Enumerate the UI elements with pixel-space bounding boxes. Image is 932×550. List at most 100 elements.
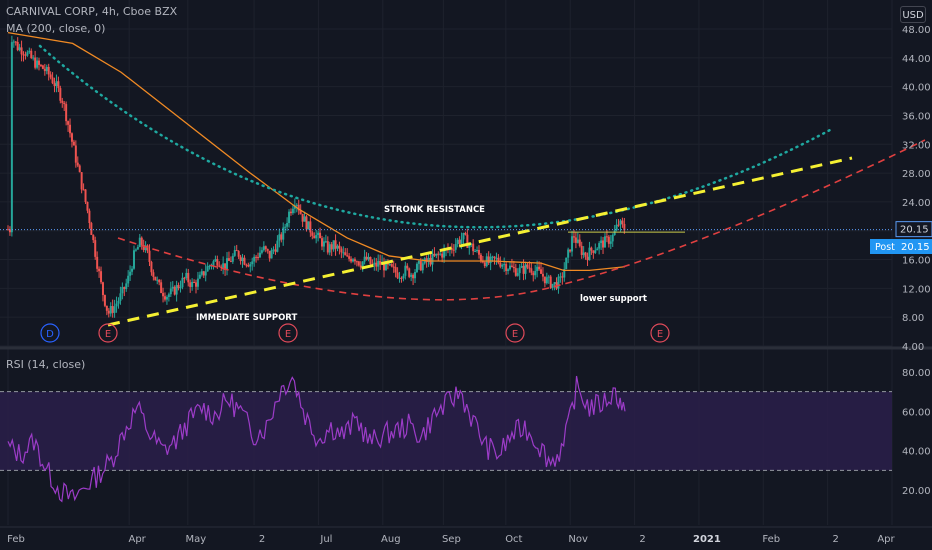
candle-body [462,232,465,240]
ma-indicator-label[interactable]: MA (200, close, 0) [6,22,106,35]
candle-body [245,264,248,266]
candle-body [334,240,337,249]
candle-body [576,239,579,243]
earnings-marker[interactable]: E [98,323,118,343]
annotation-text: IMMEDIATE SUPPORT [196,313,297,323]
candle-body [123,287,126,290]
candle-body [274,249,277,252]
candle-body [412,274,415,279]
candle-body [276,240,279,252]
annotations: STRONK RESISTANCE IMMEDIATE SUPPORT lower … [196,205,647,323]
candle-body [322,241,325,247]
candle-body [466,234,469,248]
candle-body [425,258,428,262]
resistance-curve [38,44,832,229]
candle-body [315,235,318,239]
candle-body [350,258,353,262]
candle-body [140,237,143,245]
symbol-title[interactable]: CARNIVAL CORP, 4h, Cboe BZX [6,5,178,18]
candle-body [109,306,112,314]
rsi-axis[interactable]: 80.00 60.00 40.00 20.00 [902,368,931,497]
candle-body [311,232,314,236]
candle-body [495,257,498,259]
candle-body [70,133,73,142]
candle-body [7,229,9,231]
candle-body [474,251,477,253]
support-curve [117,139,926,301]
candle-body [202,271,205,276]
candle-body [88,210,91,224]
candle-body [284,226,287,228]
candle-body [586,256,589,261]
candle-body [435,253,438,256]
candle-body [18,47,21,51]
currency-button[interactable]: USD [900,6,926,23]
candle-body [590,247,593,251]
candle-body [507,269,510,271]
rsi-indicator-label[interactable]: RSI (14, close) [6,358,86,371]
candle-body [476,249,479,252]
candle-body [268,250,271,259]
candle-body [602,240,605,248]
candle-body [146,245,149,251]
candle-body [493,256,496,259]
candle-body [415,263,418,273]
candle-body [78,165,81,173]
candle-body [319,232,322,239]
candle-body [512,266,515,269]
candle-body [441,253,444,258]
time-tick-label: Apr [877,534,895,545]
earnings-marker[interactable]: E [505,323,525,343]
candle-body [404,265,407,276]
candle-body [171,286,174,289]
candle-body [377,260,380,267]
candle-body [249,264,252,267]
candle-body [617,224,620,226]
candle-body [36,60,39,68]
rsi-tick-label: 80.00 [902,368,931,379]
candle-body [28,50,31,53]
candle-body [431,253,434,265]
candle-body [545,277,548,284]
candle-body [346,255,349,257]
earnings-marker[interactable]: E [650,323,670,343]
candle-body [297,204,300,211]
candle-body [320,238,323,247]
candle-body [536,266,539,271]
candle-body [317,232,320,236]
candle-body [499,262,502,267]
candle-body [113,306,116,313]
candle-body [138,237,141,247]
candle-body [136,246,139,250]
time-axis[interactable]: Feb Apr May 2 Jul Aug Sep Oct Nov 2 2021 Feb 2 Apr [0,526,932,545]
price-badges: 20.15 Post 20.15 [870,221,932,254]
candle-body [76,162,79,166]
candle-body [39,64,42,66]
price-tick-label: 40.00 [902,83,931,94]
candle-body [303,216,306,222]
event-circle [98,323,118,343]
candle-body [458,239,461,244]
candle-body [185,272,188,279]
earnings-marker[interactable]: E [278,323,298,343]
candle-body [239,256,242,262]
dividend-marker[interactable]: D [40,323,60,343]
last-price-badge: 20.15 [895,221,932,238]
candle-body [20,47,23,55]
candle-body [332,240,335,250]
candle-body [67,121,70,125]
candle-body [227,258,230,261]
candle-body [433,253,436,256]
candle-body [344,252,347,256]
candle-body [489,256,492,264]
candle-body [530,268,533,273]
candles [7,35,626,318]
price-tick-label: 24.00 [902,198,931,209]
candle-body [69,124,72,134]
time-tick-label: 2 [259,534,265,545]
candle-body [578,239,581,246]
price-axis[interactable]: 48.0044.0040.0036.0032.0028.0024.0020.00… [902,25,931,353]
candle-body [131,268,134,272]
price-tick-label: 28.00 [902,169,931,180]
